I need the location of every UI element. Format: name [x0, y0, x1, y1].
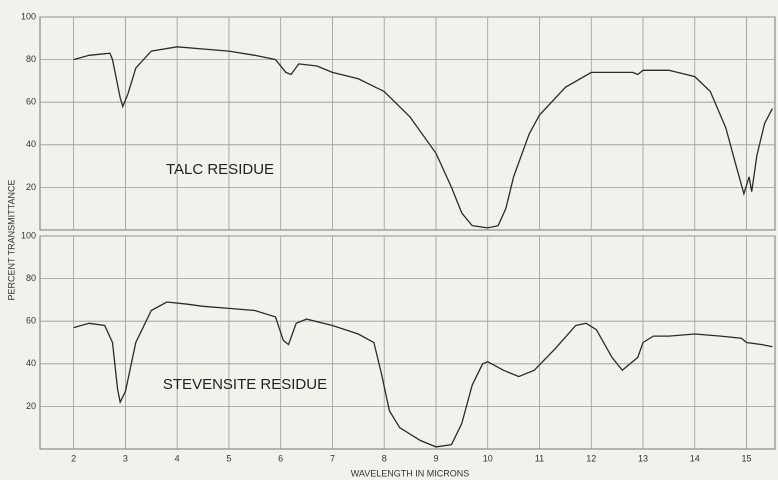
y-tick-label: 80: [26, 54, 36, 64]
y-tick-label: 60: [26, 97, 36, 107]
y-tick-label: 20: [26, 401, 36, 411]
x-tick-label: 15: [742, 453, 752, 463]
y-tick-label: 40: [26, 139, 36, 149]
x-tick-label: 11: [535, 453, 544, 463]
x-tick-label: 13: [638, 453, 648, 463]
x-tick-label: 7: [330, 453, 335, 463]
y-tick-label: 100: [21, 11, 36, 21]
x-tick-label: 9: [433, 453, 438, 463]
x-tick-label: 4: [175, 453, 180, 463]
y-tick-label: 20: [26, 182, 36, 192]
y-tick-label: 100: [21, 230, 36, 240]
x-tick-label: 3: [123, 453, 128, 463]
y-axis-label: PERCENT TRANSMITTANCE: [6, 179, 16, 300]
y-tick-label: 60: [26, 316, 36, 326]
x-tick-label: 12: [586, 453, 596, 463]
spectrum-line: [73, 301, 773, 448]
x-tick-label: 6: [278, 453, 283, 463]
x-tick-label: 5: [226, 453, 231, 463]
annotation: STEVENSITE RESIDUE: [163, 376, 327, 393]
y-tick-label: 80: [26, 273, 36, 283]
x-axis-label: WAVELENGTH IN MICRONS: [351, 468, 470, 478]
annotation: TALC RESIDUE: [166, 161, 274, 178]
spectrum-line: [73, 46, 773, 229]
x-tick-label: 10: [483, 453, 493, 463]
x-tick-label: 14: [690, 453, 700, 463]
x-tick-label: 2: [71, 453, 76, 463]
x-tick-label: 8: [382, 453, 387, 463]
y-tick-label: 40: [26, 358, 36, 368]
